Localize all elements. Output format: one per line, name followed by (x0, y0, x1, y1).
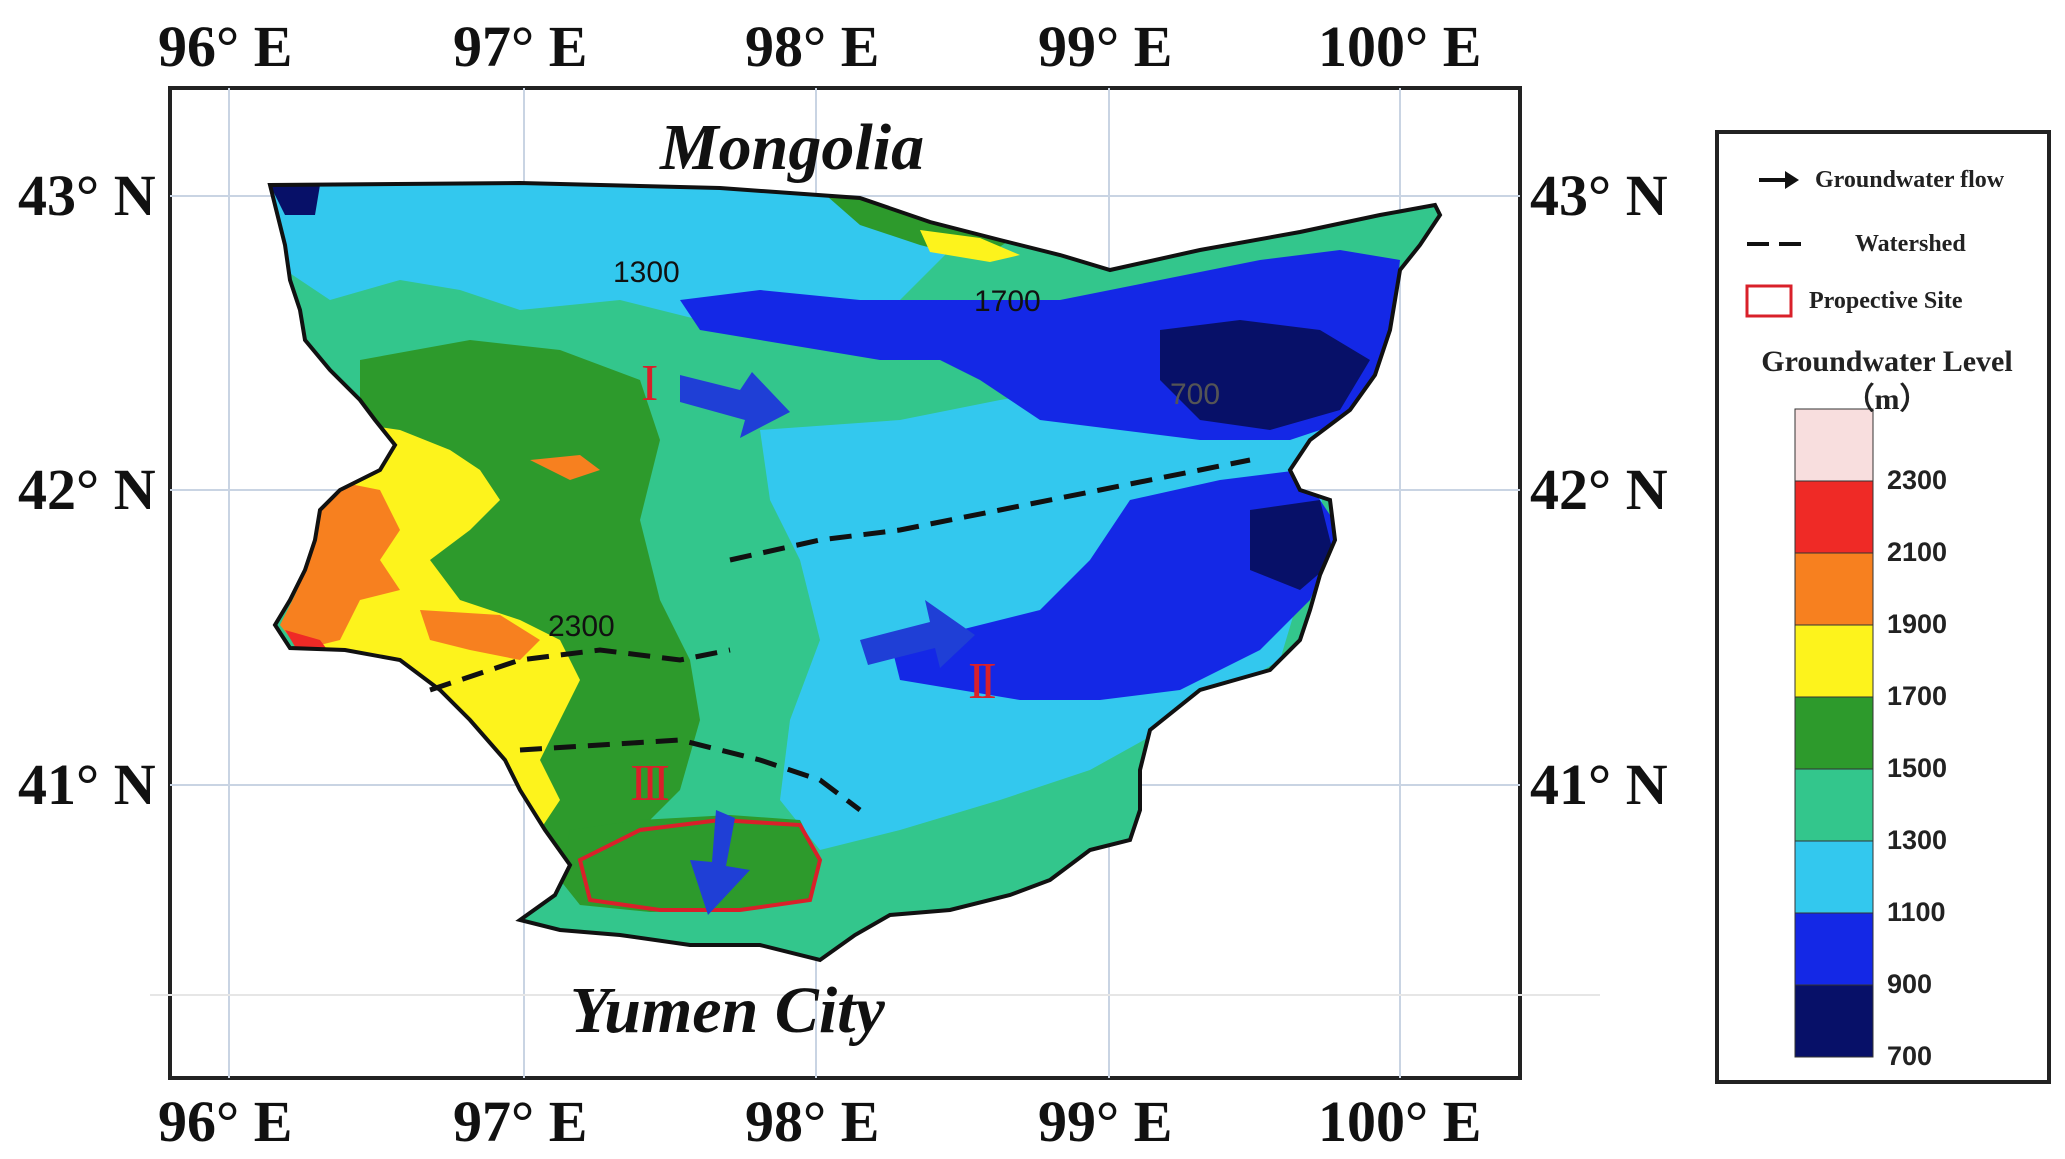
contour-label-1700: 1700 (974, 285, 1041, 318)
colorbar-level-label: 2300 (1887, 465, 1948, 495)
legend-label-watershed: Watershed (1855, 231, 1966, 257)
lon-tick-top-97: 97° E (453, 14, 588, 79)
prospective-site-outline (577, 817, 823, 912)
lat-tick-right-43: 43° N (1530, 163, 1668, 228)
colorbar-swatch (1794, 480, 1874, 554)
north-label: Mongolia (660, 111, 925, 184)
flow-arrow-2 (860, 600, 975, 668)
colorbar-swatch (1794, 840, 1874, 914)
colorbar-swatch (1794, 768, 1874, 842)
colorbar-swatch (1794, 408, 1874, 482)
colorbar (1794, 408, 1874, 1058)
lat-tick-right-42: 42° N (1530, 457, 1668, 522)
colorbar-swatch (1794, 552, 1874, 626)
lon-tick-bottom-96: 96° E (158, 1089, 293, 1154)
lon-tick-top-100: 100° E (1318, 14, 1482, 79)
colorbar-level-label: 2100 (1887, 537, 1948, 567)
site-label-iii: III (630, 755, 670, 812)
flow-arrow-3 (690, 810, 750, 915)
colorbar-title: Groundwater Level (1761, 345, 2013, 378)
lon-tick-top-99: 99° E (1038, 14, 1173, 79)
site-label-i: I (641, 355, 659, 412)
lon-tick-top-98: 98° E (745, 14, 880, 79)
lat-tick-right-41: 41° N (1530, 752, 1668, 817)
colorbar-level-label: 1300 (1887, 825, 1948, 855)
legend-label-site: Propective Site (1809, 288, 1963, 314)
colorbar-level-label: 1700 (1887, 681, 1948, 711)
lon-tick-bottom-100: 100° E (1318, 1089, 1482, 1154)
legend-label-flow: Groundwater flow (1815, 167, 2005, 193)
flow-arrow-1 (680, 372, 790, 438)
lat-tick-left-43: 43° N (18, 163, 156, 228)
colorbar-level-label: 1500 (1887, 753, 1948, 783)
colorbar-swatch (1794, 984, 1874, 1058)
lon-tick-bottom-97: 97° E (453, 1089, 588, 1154)
contour-label-700: 700 (1170, 378, 1221, 411)
colorbar-swatch (1794, 624, 1874, 698)
colorbar-swatch (1794, 912, 1874, 986)
south-label: Yumen City (570, 974, 885, 1047)
colorbar-level-label: 1900 (1887, 609, 1948, 639)
flow-arrows (680, 372, 975, 915)
lat-tick-left-41: 41° N (18, 752, 156, 817)
colorbar-level-label: 700 (1887, 1041, 1933, 1071)
lat-tick-left-42: 42° N (18, 457, 156, 522)
red-box-icon (1745, 284, 1793, 318)
legend-graphics (1745, 171, 1874, 1058)
watershed-lines (429, 457, 1251, 812)
colorbar-unit: （m） (1844, 383, 1930, 416)
lon-tick-bottom-99: 99° E (1038, 1089, 1173, 1154)
arrow-icon (1759, 171, 1799, 189)
site-label-ii: II (968, 653, 997, 710)
lon-tick-bottom-98: 98° E (745, 1089, 880, 1154)
contour-label-2300: 2300 (548, 610, 615, 643)
legend-panel: Groundwater flow Watershed Propective Si… (1715, 130, 2051, 1084)
colorbar-level-label: 1100 (1887, 897, 1946, 927)
colorbar-swatch (1794, 696, 1874, 770)
lon-tick-top-96: 96° E (158, 14, 293, 79)
contour-label-1300: 1300 (613, 256, 680, 289)
colorbar-level-label: 900 (1887, 969, 1933, 999)
